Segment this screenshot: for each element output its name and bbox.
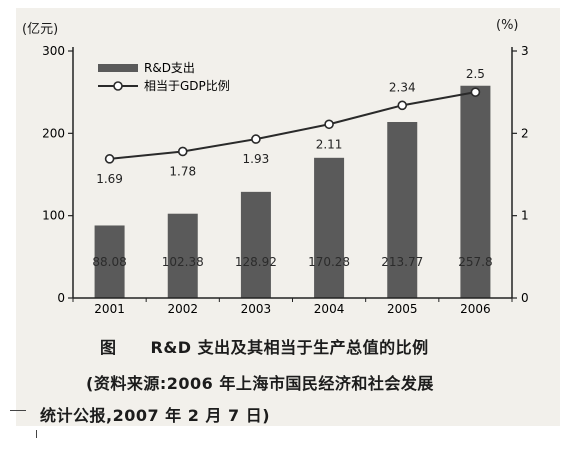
line-value-label: 1.93 [243, 152, 270, 166]
bar-rd-2005 [387, 121, 418, 298]
left-axis-tick-label: 100 [42, 209, 65, 223]
left-axis-tick-label: 300 [42, 44, 65, 58]
scan-edge-mark [36, 430, 37, 438]
bar-rd-2001 [94, 225, 125, 298]
left-axis-unit: (亿元) [22, 22, 59, 37]
bar-value-label: 88.08 [92, 255, 126, 269]
bar-value-label: 102.38 [162, 255, 204, 269]
right-axis-unit: (%) [496, 18, 519, 33]
line-point-2001 [104, 154, 115, 164]
scan-edge-mark [10, 410, 26, 411]
caption-source-line2: 统计公报,2007 年 2 月 7 日) [40, 406, 271, 425]
bar-rd-2003 [240, 191, 271, 298]
line-point-2005 [397, 100, 408, 111]
line-point-2004 [324, 119, 334, 130]
legend-label-line: 相当于GDP比例 [144, 79, 230, 93]
bar-value-label: 170.28 [308, 255, 350, 269]
line-point-2006 [470, 87, 481, 97]
left-axis-tick-label: 200 [42, 126, 65, 140]
line-point-2002 [177, 146, 188, 157]
figure-caption: 图 R&D 支出及其相当于生产总值的比例 [40, 334, 429, 358]
bar-rd-2002 [167, 213, 198, 298]
caption-label: 图 [100, 338, 117, 357]
bar-rd-2006 [460, 85, 491, 299]
x-axis-tick-label: 2005 [387, 302, 418, 316]
line-value-label: 2.11 [316, 137, 343, 151]
line-value-label: 1.69 [96, 172, 123, 186]
right-axis-tick-label: 1 [521, 209, 529, 223]
caption-source-line1: (资料来源:2006 年上海市国民经济和社会发展 [86, 374, 434, 393]
left-axis-tick-label: 0 [57, 291, 65, 305]
right-axis-tick-label: 2 [521, 126, 529, 140]
line-value-label: 2.34 [389, 80, 416, 94]
rd-chart: 88.08 102.38 128.92 170.28 213.77 257.8010020… [42, 44, 529, 316]
x-axis-tick-label: 2003 [241, 302, 272, 316]
right-axis-tick-label: 0 [521, 291, 529, 305]
legend-swatch-marker [113, 81, 123, 91]
x-axis-tick-label: 2001 [94, 302, 125, 316]
caption-title: R&D 支出及其相当于生产总值的比例 [150, 338, 429, 357]
legend-swatch-bar [98, 64, 138, 72]
right-axis-tick-label: 3 [521, 44, 529, 58]
line-value-label: 1.78 [169, 164, 196, 178]
x-axis-tick-label: 2006 [460, 302, 491, 316]
bar-value-label: 213.77 [381, 255, 423, 269]
line-gdp-ratio [109, 91, 476, 160]
x-axis-tick-label: 2002 [167, 302, 198, 316]
x-axis-tick-label: 2004 [314, 302, 345, 316]
bar-value-label: 257.8 [458, 255, 492, 269]
bar-rd-2004 [314, 157, 345, 298]
line-point-2003 [251, 134, 261, 144]
line-value-label: 2.5 [466, 67, 485, 81]
legend-label-bar: R&D支出 [144, 61, 195, 75]
bar-value-label: 128.92 [235, 255, 277, 269]
